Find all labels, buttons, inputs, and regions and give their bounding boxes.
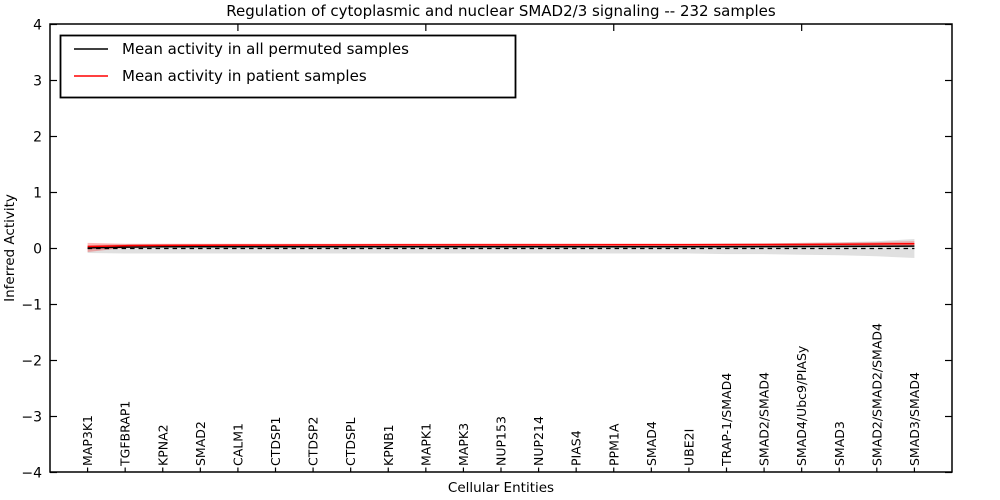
x-axis-label: Cellular Entities — [448, 480, 554, 496]
x-category-label: KPNA2 — [155, 424, 170, 466]
permuted-mean-line — [87, 245, 915, 249]
x-category-label: SMAD2/SMAD4 — [757, 372, 772, 466]
x-category-label: MAPK3 — [456, 423, 471, 466]
legend-label-permuted: Mean activity in all permuted samples — [122, 40, 409, 58]
plot-area: −4 −3 −2 −1 0 1 2 3 4 MAP3K1 TGFBRAP1 KPNA2 SMAD2 CAL… — [21, 18, 953, 482]
x-category-label: NUP214 — [531, 416, 546, 466]
x-category-label: SMAD4/Ubc9/PIASy — [794, 345, 809, 466]
y-tick-label: −2 — [21, 354, 42, 370]
x-category-label: SMAD3 — [832, 421, 847, 466]
y-tick-label: −1 — [21, 298, 42, 314]
y-axis-label: Inferred Activity — [2, 194, 18, 302]
y-tick-label: 2 — [33, 130, 42, 146]
chart-title: Regulation of cytoplasmic and nuclear SM… — [226, 2, 776, 20]
y-tick-label: 0 — [33, 242, 42, 258]
x-category-label: PIAS4 — [569, 430, 584, 466]
x-category-label: CALM1 — [230, 423, 245, 466]
x-category-label: UBE2I — [681, 429, 696, 466]
x-category-label: NUP153 — [494, 416, 509, 466]
legend: Mean activity in all permuted samples Me… — [59, 34, 517, 99]
patient-mean-line — [87, 242, 915, 248]
x-category-label: SMAD2/SMAD2/SMAD4 — [869, 323, 884, 466]
y-tick-label: −3 — [21, 410, 42, 426]
y-tick-label: 4 — [33, 18, 42, 34]
y-tick-label: −4 — [21, 466, 42, 482]
permuted-band — [87, 239, 915, 258]
x-category-label: MAPK1 — [418, 423, 433, 466]
x-category-label: TGFBRAP1 — [118, 401, 133, 467]
x-category-label: CTDSPL — [343, 418, 358, 466]
y-tick-label: 1 — [33, 186, 42, 202]
x-category-label: SMAD3/SMAD4 — [907, 372, 922, 466]
x-category-label: CTDSP1 — [268, 417, 283, 466]
x-category-label: PPM1A — [606, 423, 621, 466]
x-category-label: KPNB1 — [381, 424, 396, 466]
x-category-label: SMAD4 — [644, 421, 659, 466]
legend-label-patient: Mean activity in patient samples — [122, 67, 367, 85]
y-tick-label: 3 — [33, 74, 42, 90]
x-category-label: TRAP-1/SMAD4 — [719, 373, 734, 467]
legend-box — [59, 34, 517, 99]
x-category-label: MAP3K1 — [80, 415, 95, 466]
x-category-label: CTDSP2 — [306, 417, 321, 466]
patient-band — [87, 241, 915, 252]
x-category-label: SMAD2 — [193, 421, 208, 466]
